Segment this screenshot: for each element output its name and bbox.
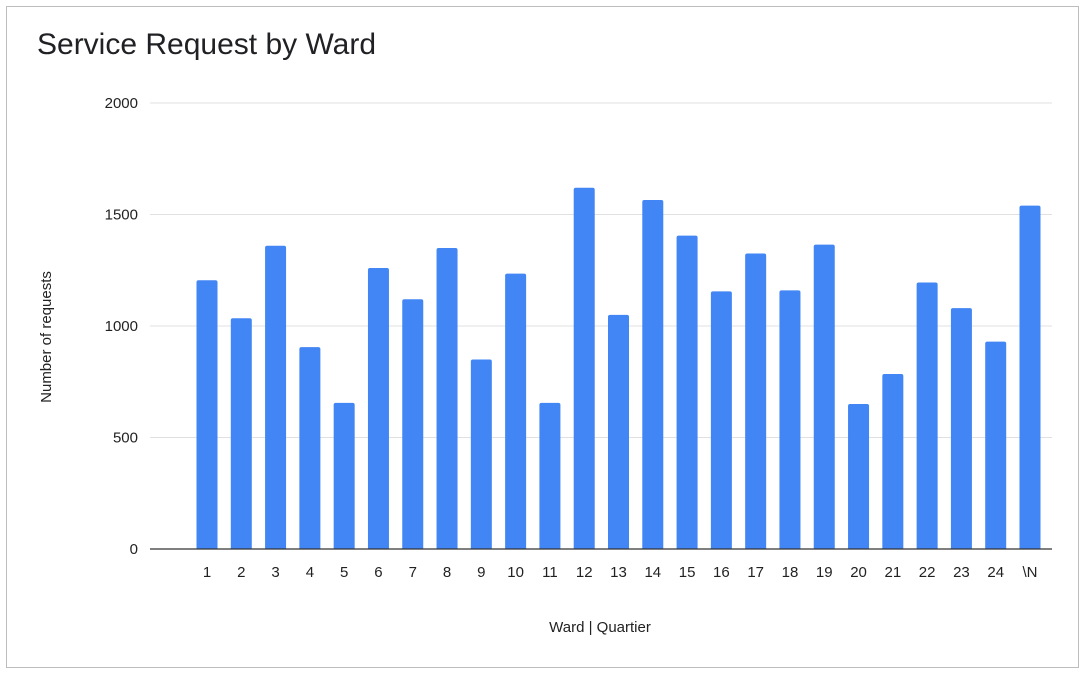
x-tick-label: 20: [850, 564, 867, 581]
x-tick-label: 24: [987, 564, 1004, 581]
bar-ward-17[interactable]: [745, 253, 767, 549]
x-tick-label: 19: [816, 564, 833, 581]
y-tick-label: 2000: [105, 95, 138, 112]
bar-ward-14[interactable]: [642, 200, 664, 549]
bars: [196, 187, 1041, 550]
bar-ward-8[interactable]: [436, 247, 458, 549]
y-tick-label: 1000: [105, 318, 138, 335]
bar-ward-22[interactable]: [916, 282, 938, 549]
bar-ward-7[interactable]: [402, 299, 424, 549]
x-tick-label: 17: [747, 564, 764, 581]
x-tick-label: 6: [374, 564, 382, 581]
x-tick-label: 13: [610, 564, 627, 581]
x-tick-label: 12: [576, 564, 593, 581]
bar-ward-2[interactable]: [230, 318, 252, 549]
x-tick-label: 9: [477, 564, 485, 581]
chart-title: Service Request by Ward: [37, 28, 377, 61]
x-tick-label: 3: [271, 564, 279, 581]
y-tick-labels: 0 500 1000 1500 2000: [105, 95, 138, 558]
x-tick-label: 2: [237, 564, 245, 581]
bar-ward-19[interactable]: [813, 244, 835, 550]
bar-ward-18[interactable]: [779, 290, 801, 549]
x-tick-label: 18: [782, 564, 799, 581]
y-tick-label: 500: [113, 430, 138, 447]
bar-ward-10[interactable]: [505, 273, 527, 549]
bar-ward-23[interactable]: [950, 308, 972, 549]
bar-ward-20[interactable]: [848, 404, 870, 549]
x-tick-label: 4: [306, 564, 314, 581]
x-tick-label: 7: [409, 564, 417, 581]
x-tick-label: 14: [644, 564, 661, 581]
gridlines: [150, 102, 1052, 438]
bar-ward-6[interactable]: [367, 268, 389, 549]
y-tick-label: 1500: [105, 207, 138, 224]
chart-frame: [6, 6, 1079, 668]
x-tick-labels: 1 2 3 4 5 6 7 8 9 10 11 12 13 14 15 16 17 18 19 20 21 22 23 24 \…: [203, 564, 1038, 581]
x-tick-label: 23: [953, 564, 970, 581]
bar-ward-15[interactable]: [676, 235, 698, 549]
bar-ward-12[interactable]: [573, 187, 595, 550]
bar-ward-13[interactable]: [608, 314, 629, 549]
x-tick-label: 10: [507, 564, 524, 581]
y-tick-label: 0: [130, 541, 138, 558]
bar-ward-16[interactable]: [710, 291, 732, 549]
x-tick-label: 11: [542, 564, 558, 581]
bar-ward-24[interactable]: [985, 341, 1007, 549]
bar-ward-\N[interactable]: [1019, 205, 1041, 549]
x-tick-label: 5: [340, 564, 348, 581]
x-tick-label: 21: [884, 564, 901, 581]
bar-ward-3[interactable]: [265, 245, 287, 549]
x-tick-label: 15: [679, 564, 696, 581]
bar-ward-11[interactable]: [539, 402, 561, 549]
bar-ward-1[interactable]: [196, 280, 218, 549]
x-tick-label: 8: [443, 564, 451, 581]
x-tick-label: \N: [1023, 564, 1038, 581]
bar-ward-4[interactable]: [299, 347, 321, 549]
bar-ward-5[interactable]: [333, 402, 355, 549]
y-axis-title: Number of requests: [38, 271, 55, 403]
bar-ward-9[interactable]: [470, 359, 492, 549]
bar-ward-21[interactable]: [882, 373, 904, 549]
x-tick-label: 1: [203, 564, 211, 581]
x-tick-label: 22: [919, 564, 936, 581]
x-axis-title: Ward | Quartier: [549, 619, 651, 636]
x-tick-label: 16: [713, 564, 730, 581]
